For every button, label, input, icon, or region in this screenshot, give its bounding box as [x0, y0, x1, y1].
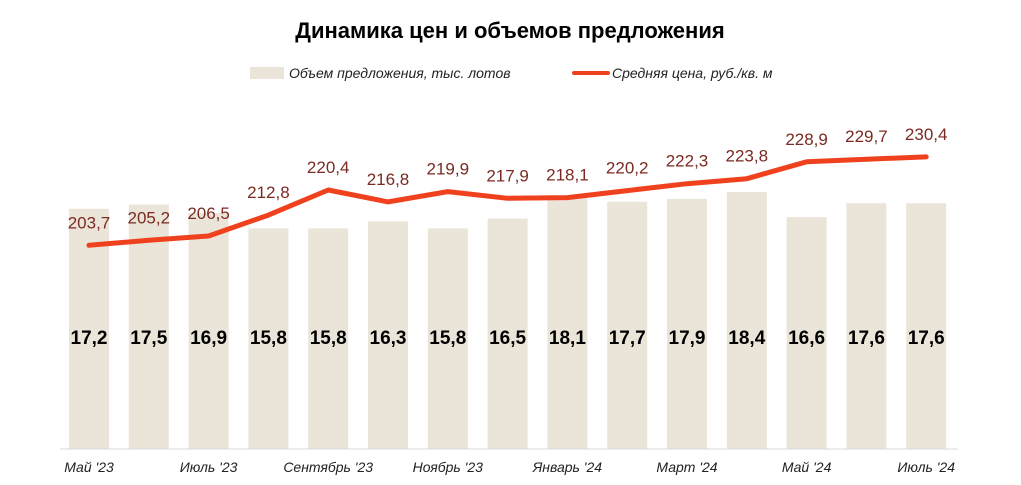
- volume-label-7: 16,5: [489, 328, 526, 349]
- price-label-10: 222,3: [666, 152, 709, 171]
- chart-title: Динамика цен и объемов предложения: [295, 18, 724, 43]
- x-tick-label-8: Январь '24: [532, 459, 603, 475]
- volume-label-5: 16,3: [370, 328, 407, 349]
- x-tick-label-14: Июль '24: [897, 459, 955, 475]
- legend-bar-swatch: [250, 67, 284, 79]
- volume-bars: [69, 192, 947, 449]
- volume-bar-1: [128, 204, 169, 449]
- volume-label-2: 16,9: [190, 328, 227, 349]
- price-label-4: 220,4: [307, 158, 350, 177]
- volume-bar-9: [607, 201, 648, 449]
- volume-bar-4: [308, 228, 349, 449]
- price-label-1: 205,2: [128, 208, 171, 227]
- price-label-3: 212,8: [247, 183, 290, 202]
- price-label-12: 228,9: [785, 130, 828, 149]
- price-label-0: 203,7: [68, 213, 111, 232]
- volume-label-10: 17,9: [669, 328, 706, 349]
- x-tick-label-6: Ноябрь '23: [413, 459, 483, 475]
- volume-bar-14: [906, 203, 947, 449]
- volume-label-8: 18,1: [549, 328, 586, 349]
- x-tick-label-10: Март '24: [656, 459, 717, 475]
- legend-line-label: Средняя цена, руб./кв. м: [612, 65, 773, 81]
- volume-bar-3: [248, 228, 289, 449]
- volume-label-14: 17,6: [908, 328, 945, 349]
- price-label-6: 219,9: [427, 160, 470, 179]
- x-tick-label-0: Май '23: [64, 459, 114, 475]
- price-label-5: 216,8: [367, 170, 410, 189]
- volume-bar-7: [487, 218, 528, 449]
- volume-labels: 17,2 17,5 16,9 15,8 15,8 16,3 15,8 16,5 18,1 17,7…: [71, 328, 945, 349]
- volume-bar-2: [188, 212, 229, 449]
- volume-bar-10: [667, 198, 707, 449]
- volume-bar-12: [786, 217, 827, 449]
- volume-bar-11: [726, 192, 767, 449]
- x-tick-label-4: Сентябрь '23: [283, 459, 373, 475]
- price-line-series: [86, 154, 929, 248]
- volume-bar-5: [368, 221, 408, 449]
- volume-label-11: 18,4: [728, 328, 765, 349]
- volume-bar-13: [846, 203, 887, 449]
- price-labels: 203,7 205,2 206,5 212,8 220,4 216,8 219,9 217,9…: [68, 125, 948, 232]
- volume-label-9: 17,7: [609, 328, 646, 349]
- volume-label-4: 15,8: [310, 328, 347, 349]
- legend: Объем предложения, тыс. лотов Средняя це…: [250, 65, 773, 81]
- volume-bar-6: [427, 228, 468, 449]
- price-label-11: 223,8: [726, 147, 769, 166]
- price-label-2: 206,5: [187, 204, 230, 223]
- price-label-13: 229,7: [845, 127, 888, 146]
- price-line: [86, 154, 929, 248]
- price-label-14: 230,4: [905, 125, 948, 144]
- price-label-9: 220,2: [606, 159, 649, 178]
- volume-label-12: 16,6: [788, 328, 825, 349]
- x-tick-label-2: Июль '23: [180, 459, 238, 475]
- volume-label-0: 17,2: [71, 328, 108, 349]
- x-tick-labels: Май '23 Июль '23 Сентябрь '23 Ноябрь '23 Янв…: [64, 459, 955, 475]
- price-label-8: 218,1: [546, 166, 589, 185]
- volume-label-13: 17,6: [848, 328, 885, 349]
- volume-bar-0: [69, 208, 109, 449]
- volume-label-6: 15,8: [429, 328, 466, 349]
- price-label-7: 217,9: [486, 166, 529, 185]
- volume-bar-8: [547, 196, 588, 449]
- volume-label-1: 17,5: [130, 328, 167, 349]
- volume-label-3: 15,8: [250, 328, 287, 349]
- legend-bar-label: Объем предложения, тыс. лотов: [289, 65, 511, 81]
- x-tick-label-12: Май '24: [782, 459, 832, 475]
